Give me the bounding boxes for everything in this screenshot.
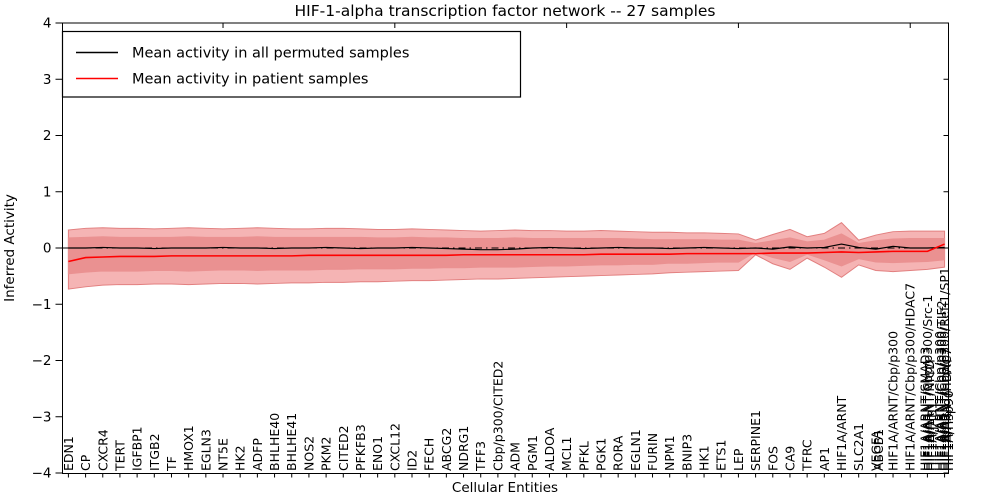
x-tick-label: HIF1A/ARNT/HDAC7	[939, 348, 954, 471]
x-tick-label: SLC2A1	[851, 423, 866, 471]
legend-box	[61, 30, 522, 98]
x-tick-label: RORA	[611, 435, 626, 471]
legend-item: Mean activity in all permuted samples	[76, 46, 409, 62]
confidence-band-inner	[67, 233, 946, 275]
chart-title: HIF-1-alpha transcription factor network…	[295, 2, 716, 20]
permuted-mean-line	[68, 243, 945, 251]
x-tick-label: TFF3	[473, 441, 488, 472]
x-tick-label: EDN1	[61, 436, 76, 471]
x-tick-label: EGLN3	[198, 429, 213, 471]
x-axis-label: Cellular Entities	[452, 480, 558, 496]
x-tick-label: SERPINE1	[748, 410, 763, 471]
y-axis-label: Inferred Activity	[2, 194, 18, 302]
x-tick-label: TF	[164, 456, 179, 472]
x-tick-label: BHLHE40	[267, 413, 282, 471]
x-tick-label: BHLHE41	[284, 413, 299, 471]
y-tick-label: −3	[32, 409, 52, 425]
x-tick-label: FOS	[765, 446, 780, 471]
x-tick-label: NPM1	[662, 435, 677, 471]
x-tick-label: ABCB1	[871, 429, 886, 471]
x-tick-label: PGK1	[593, 438, 608, 471]
x-tick-label: AP1	[817, 447, 832, 471]
x-tick-label: HIF1A/ARNT/Cbp/p300/HDAC7	[903, 283, 918, 471]
legend-label-permuted: Mean activity in all permuted samples	[132, 46, 409, 62]
x-tick-label: HMOX1	[181, 425, 196, 471]
x-tick-label: TERT	[112, 440, 127, 472]
x-tick-label: VEGFA	[868, 430, 883, 471]
x-tick-label: CXCL12	[387, 423, 402, 471]
x-tick-label: LEP	[731, 448, 746, 471]
x-tick-label: PFKFB3	[353, 424, 368, 471]
x-tick-label: MCL1	[559, 437, 574, 471]
x-tick-label: ID2	[405, 450, 420, 471]
y-tick-label: 0	[43, 241, 52, 257]
plot-frame	[62, 22, 949, 474]
x-tick-label: Cbp/p300/CITED2	[490, 361, 505, 471]
legend-label-patient: Mean activity in patient samples	[132, 72, 368, 88]
x-tick-label: ITGB2	[147, 433, 162, 471]
y-tick-label: 2	[43, 128, 52, 144]
y-tick-label: −2	[32, 353, 52, 369]
x-tick-label: CITED2	[336, 425, 351, 471]
x-tick-label: CXCR4	[95, 429, 110, 471]
x-tick-label: PGM1	[525, 435, 540, 471]
y-tick-label: 4	[43, 16, 52, 32]
x-tick-label: IGFBP1	[130, 426, 145, 471]
y-tick-label: −4	[32, 466, 52, 482]
x-tick-label: HIF1A/ARNT/NICD	[922, 360, 937, 471]
x-tick-label: ADM	[508, 442, 523, 471]
x-tick-label: FECH	[422, 438, 437, 471]
y-tick-label: 1	[43, 184, 52, 200]
x-tick-label: BNIP3	[679, 434, 694, 471]
y-tick-label: 3	[43, 72, 52, 88]
x-tick-label: CA9	[782, 446, 797, 471]
x-tick-label: TFRC	[800, 439, 815, 472]
legend: Mean activity in all permuted samples Me…	[61, 30, 522, 98]
x-tick-label: ALDOA	[542, 427, 557, 471]
x-tick-label: NT5E	[216, 438, 231, 471]
x-tick-label: NOS2	[301, 436, 316, 471]
y-tick-label: −1	[32, 297, 52, 313]
x-tick-label: ENO1	[370, 436, 385, 471]
x-tick-label: HIF1A/ARNT/Cbp/p300	[932, 331, 947, 471]
x-tick-label: HIF1A/ARNT/Cbp/p300	[886, 331, 901, 471]
x-tick-label: HIF1A/ARNT/Cbp/p300/TIF2	[934, 300, 949, 471]
x-tick-label: CP	[78, 454, 93, 471]
x-tick-label: ETS1	[714, 440, 729, 471]
x-tick-label: HK2	[233, 445, 248, 471]
x-tick-label: HIF1A/JAB1	[924, 401, 939, 471]
x-tick-label: NDRG1	[456, 426, 471, 471]
x-tick-label: FURIN	[645, 433, 660, 471]
x-tick-label: EGLN1	[628, 429, 643, 471]
x-tick-label: ABCG2	[439, 428, 454, 471]
x-tick-label: ADFP	[250, 438, 265, 471]
patient-mean-line	[68, 243, 945, 263]
x-tick-label: HK1	[697, 445, 712, 471]
x-tick-label: HIF1A/ARNT/SMAD3	[917, 347, 932, 471]
x-tick-label: HIF1A/ARNT	[834, 395, 849, 471]
legend-item: Mean activity in patient samples	[76, 72, 368, 88]
x-tick-label: PKM2	[319, 437, 334, 471]
x-tick-label: HIF1A/ARNT/Cbp/p300/Src-1	[920, 295, 935, 471]
x-tick-label: PFKL	[576, 441, 591, 471]
